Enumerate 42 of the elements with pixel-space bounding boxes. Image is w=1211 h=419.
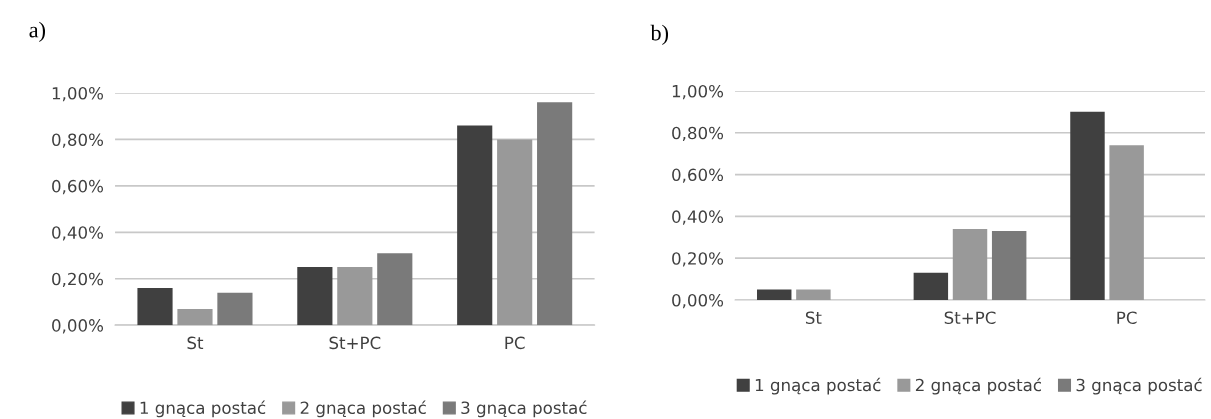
y-tick-label: 0,00% [672, 293, 724, 309]
x-tick-label: St [187, 336, 204, 350]
x-tick-label: St [805, 311, 822, 325]
y-tick-label: 0,60% [52, 179, 104, 195]
y-tick-label: 0,60% [672, 168, 724, 183]
y-tick-label: 0,40% [672, 210, 724, 225]
x-tick-label: St+PC [329, 336, 381, 350]
bar [177, 308, 213, 326]
chart-title: b) [650, 24, 669, 45]
y-tick-label: 1,00% [52, 86, 104, 102]
bar [757, 289, 792, 300]
bar [497, 139, 533, 326]
bar [217, 292, 253, 326]
bar [537, 102, 573, 326]
bar [457, 125, 493, 326]
legend-label: 2 gnąca postać [300, 400, 426, 418]
bar [1109, 145, 1144, 300]
y-tick-label: 0,40% [52, 226, 104, 241]
bar [337, 267, 373, 326]
legend-label: 1 gnąca postać [140, 400, 266, 418]
legend-label: 2 gnąca postać [915, 377, 1041, 395]
bar [1070, 111, 1105, 300]
x-tick-label: St+PC [944, 311, 996, 325]
y-tick-label: 0,00% [52, 319, 104, 334]
bar [297, 267, 333, 326]
y-tick-label: 1,00% [672, 84, 724, 100]
legend-label: 3 gnąca postać [1076, 377, 1202, 395]
y-tick-label: 0,20% [672, 252, 724, 267]
bar [952, 228, 988, 300]
y-tick-label: 0,20% [52, 272, 104, 287]
bar [991, 231, 1027, 300]
legend-label: 3 gnąca postać [461, 400, 587, 418]
x-tick-label: PC [1117, 311, 1137, 325]
bar [137, 288, 173, 326]
chart-title: a) [29, 21, 46, 42]
bar [377, 253, 413, 326]
bar [913, 272, 949, 300]
legend-label: 1 gnąca postać [755, 377, 881, 395]
x-tick-label: PC [505, 336, 525, 350]
bar [796, 289, 831, 300]
y-tick-label: 0,80% [672, 126, 724, 142]
y-tick-label: 0,80% [52, 133, 104, 148]
